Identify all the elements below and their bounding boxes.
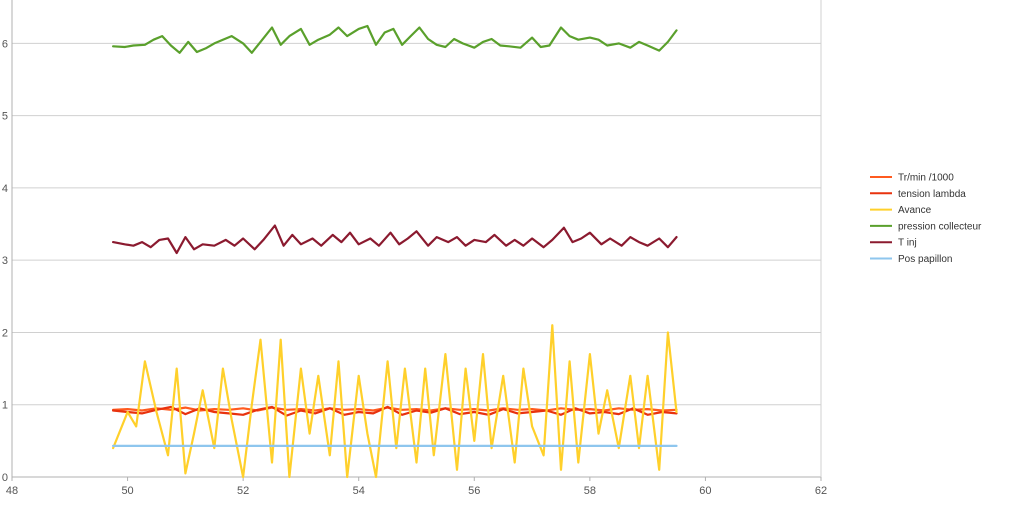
y-tick-label: 4 xyxy=(2,183,8,195)
x-tick-label: 54 xyxy=(353,485,365,497)
legend-label-tr-min-1000: Tr/min /1000 xyxy=(898,173,954,184)
x-tick-label: 52 xyxy=(237,485,249,497)
y-tick-label: 1 xyxy=(2,400,8,412)
x-tick-label: 48 xyxy=(6,485,18,497)
x-tick-label: 60 xyxy=(699,485,711,497)
legend: Tr/min /1000 tension lambda Avance pression… xyxy=(870,173,982,265)
x-tick-label: 50 xyxy=(121,485,133,497)
legend-label-t-inj: T inj xyxy=(898,238,917,249)
x-tick-label: 56 xyxy=(468,485,480,497)
y-tick-label: 0 xyxy=(2,472,8,484)
legend-label-pression-collecteur: pression collecteur xyxy=(898,221,982,232)
y-tick-label: 2 xyxy=(2,327,8,339)
x-tick-label: 58 xyxy=(584,485,596,497)
series-layer xyxy=(111,24,678,479)
legend-label-tension-lambda: tension lambda xyxy=(898,189,966,200)
y-tick-label: 5 xyxy=(2,111,8,123)
series-line-pression-collecteur xyxy=(111,24,678,54)
series-line-avance xyxy=(111,324,678,479)
legend-label-pos-papillon: Pos papillon xyxy=(898,254,952,265)
x-tick-label: 62 xyxy=(815,485,827,497)
y-tick-label: 3 xyxy=(2,255,8,267)
series-line-t-inj xyxy=(111,224,678,255)
legend-label-avance: Avance xyxy=(898,205,932,216)
y-tick-label: 6 xyxy=(2,38,8,50)
